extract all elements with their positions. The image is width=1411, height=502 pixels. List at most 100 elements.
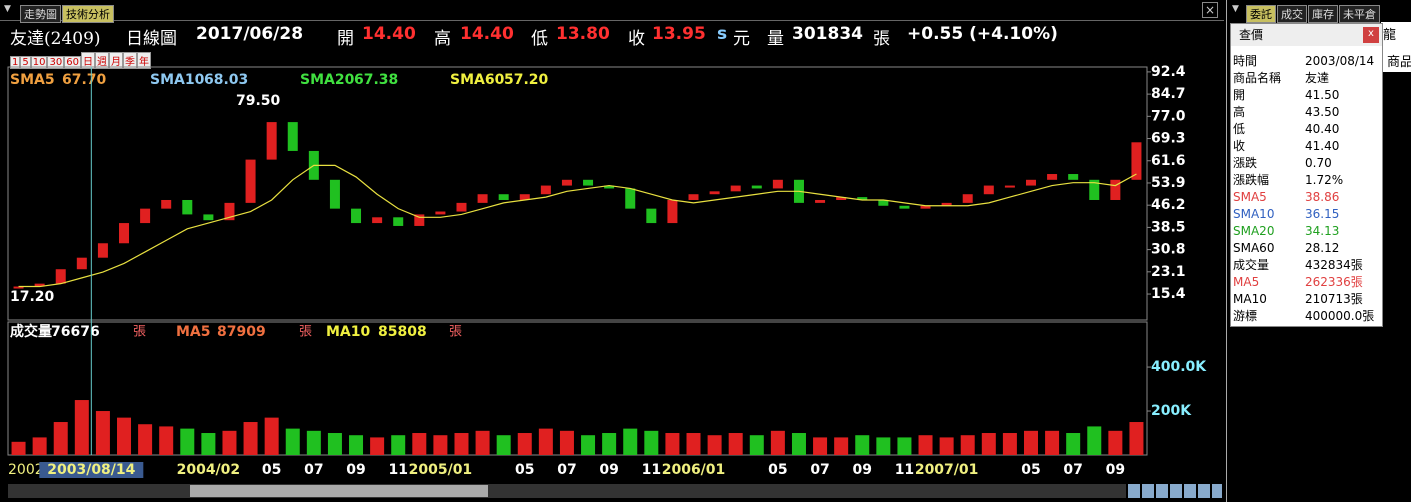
candle — [688, 194, 699, 200]
close-button[interactable]: x — [1363, 27, 1379, 43]
volume-bar — [538, 428, 553, 455]
candle — [1089, 179, 1100, 200]
period-button[interactable]: 季 — [122, 52, 137, 69]
volume-bar — [433, 435, 448, 455]
candle — [815, 199, 826, 203]
period-button[interactable]: 週 — [94, 52, 109, 69]
tab[interactable]: 成交 — [1277, 5, 1307, 23]
row-value: 43.50 — [1305, 105, 1340, 119]
volume-bar — [1066, 433, 1081, 455]
period-button[interactable]: 日 — [80, 52, 95, 69]
volume-bar — [581, 435, 596, 455]
tab[interactable]: 委託 — [1246, 5, 1276, 23]
y-tick-label: 84.7 — [1151, 86, 1186, 102]
row-value: 400000.0張 — [1305, 309, 1375, 323]
scroll-thumb[interactable] — [190, 485, 488, 497]
row-label: 漲跌 — [1233, 156, 1258, 170]
volume-bar — [285, 428, 300, 455]
candle — [266, 122, 277, 160]
tab[interactable]: 庫存 — [1308, 5, 1338, 23]
tab[interactable]: 走勢圖 — [20, 5, 61, 23]
period-button[interactable]: 月 — [108, 52, 123, 69]
tab[interactable]: 未平倉 — [1339, 5, 1380, 23]
behind-panel: 龍 商品 — [1381, 22, 1411, 72]
legend-unit: 張 — [449, 325, 462, 340]
candle — [477, 194, 488, 203]
tabs: 委託 成交 庫存 未平倉 — [1246, 3, 1381, 23]
candle — [372, 217, 383, 224]
quote-window: 查價 x 時間 2003/08/14 商品名稱 友達開 41.50 高 43.50 低 40.4… — [1230, 23, 1383, 327]
x-tick-label: 05 — [768, 462, 787, 478]
menu-arrow[interactable]: ▼ — [4, 4, 11, 14]
period-button[interactable]: 30 — [47, 56, 65, 69]
unit: 張 — [873, 29, 890, 49]
candle — [709, 191, 720, 195]
x-tick-label: 09 — [1106, 462, 1125, 478]
close-button[interactable]: × — [1202, 2, 1218, 18]
x-tick-label: 07 — [810, 462, 829, 478]
tab-bar: ▼ 走勢圖 技術分析 × — [0, 0, 1224, 23]
behind-text: 龍 — [1383, 28, 1397, 43]
volume-bar — [222, 430, 237, 455]
scrollbar[interactable] — [8, 484, 1126, 498]
row-label: 成交量 — [1233, 258, 1270, 272]
x-tick-label: 11 — [642, 462, 661, 478]
candle — [772, 179, 783, 189]
period-button[interactable]: 60 — [64, 56, 81, 69]
panel-frame — [7, 321, 1148, 456]
volume-bar — [370, 437, 385, 455]
volume-bar — [1108, 430, 1123, 455]
candle — [730, 185, 741, 192]
row-label: SMA10 — [1233, 207, 1275, 221]
volume-bar — [960, 435, 975, 455]
row-value: 友達 — [1305, 71, 1330, 85]
row-label: SMA5 — [1233, 190, 1267, 204]
change: +0.55 (+4.10%) — [907, 24, 1058, 44]
x-tick-label: 2004/02 — [177, 462, 241, 478]
volume-bar — [201, 433, 216, 455]
candle — [34, 283, 45, 287]
row-value: 41.50 — [1305, 88, 1340, 102]
candle — [983, 185, 994, 195]
y-tick-label: 400.0K — [1151, 359, 1207, 375]
candle — [751, 185, 762, 189]
panel-frame — [7, 66, 1148, 321]
row-value: 1.72% — [1305, 173, 1344, 187]
legend-name: MA10 — [326, 324, 371, 340]
menu-arrow[interactable]: ▼ — [1232, 4, 1239, 14]
row-label: 高 — [1233, 105, 1246, 119]
period-button[interactable]: 1 — [10, 56, 21, 69]
behind-text: 商品 — [1387, 55, 1411, 70]
candle — [287, 122, 298, 151]
period-button[interactable]: 10 — [30, 56, 48, 69]
label: 高 — [434, 29, 451, 49]
period-button[interactable]: 5 — [20, 56, 31, 69]
candle — [498, 194, 509, 200]
x-tick-label: 2006/01 — [662, 462, 726, 478]
volume-bar — [180, 428, 195, 455]
sma-line — [18, 164, 1137, 288]
title: 查價 — [1239, 28, 1264, 42]
y-tick-label: 92.4 — [1151, 64, 1186, 80]
chart: 92.4 84.7 77.0 69.3 61.6 53.9 46.2 38.5 30.8 23.1… — [7, 64, 1207, 478]
row-label: 游標 — [1233, 309, 1258, 323]
legend-value: 67.38 — [354, 72, 398, 88]
row-label: MA5 — [1233, 275, 1260, 289]
tab[interactable]: 技術分析 — [62, 5, 114, 23]
candle — [1047, 174, 1058, 180]
candle — [878, 199, 889, 206]
period: 日線圖 — [126, 29, 177, 49]
legend-value: 85808 — [378, 324, 427, 340]
candle — [1110, 179, 1121, 200]
volume-bar — [1045, 430, 1060, 455]
toolbar-icons[interactable] — [1128, 484, 1222, 498]
volume-bar — [475, 430, 490, 455]
period-button[interactable]: 年 — [136, 52, 151, 69]
cursor-box — [39, 462, 144, 478]
unit-s: s — [717, 24, 728, 44]
y-tick-label: 69.3 — [1151, 131, 1186, 147]
candle — [245, 159, 256, 203]
volume-bar — [1129, 422, 1144, 455]
candle — [119, 223, 130, 244]
